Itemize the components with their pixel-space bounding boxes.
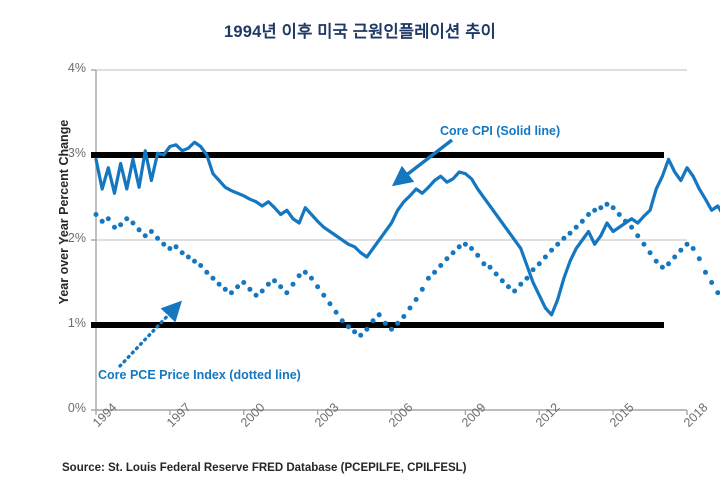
data-series (93, 140, 720, 338)
axis-ticks (91, 69, 688, 415)
y-tick-1%: 1% (67, 316, 86, 330)
annotation-arrows (118, 138, 454, 368)
x-tick-2009: 2009 (459, 400, 489, 430)
x-tick-1994: 1994 (90, 400, 120, 430)
y-axis-tick-labels: 0% 1% 2% 3% 4% (30, 0, 86, 500)
x-tick-2012: 2012 (533, 400, 563, 430)
page-title: 1994년 이후 미국 근원인플레이션 추이 (224, 23, 496, 41)
annotation-core-cpi: Core CPI (Solid line) (440, 124, 561, 138)
x-tick-2018: 2018 (681, 400, 711, 430)
annotation-core-pce: Core PCE Price Index (dotted line) (98, 368, 301, 382)
x-tick-2006: 2006 (385, 400, 416, 430)
reference-lines (91, 152, 664, 328)
x-tick-2000: 2000 (237, 400, 268, 430)
x-tick-1997: 1997 (163, 400, 194, 430)
x-tick-2003: 2003 (311, 400, 342, 430)
y-tick-2%: 2% (67, 231, 86, 245)
y-tick-0%: 0% (67, 401, 86, 415)
source-note: Source: St. Louis Federal Reserve FRED D… (62, 462, 467, 474)
y-tick-4%: 4% (67, 61, 86, 75)
x-tick-2015: 2015 (607, 400, 637, 430)
gridlines (96, 69, 687, 241)
y-tick-3%: 3% (67, 146, 86, 160)
